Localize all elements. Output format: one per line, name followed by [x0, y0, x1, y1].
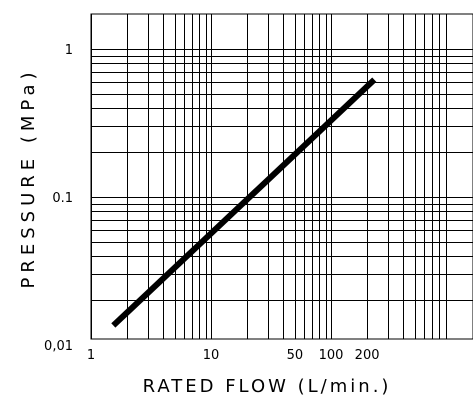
y-axis-title: PRESSURE (MPa): [18, 67, 39, 288]
x-tick-labels: 1 10 50 100 200: [87, 348, 380, 363]
y-tick-labels: 0,01 0.1 1: [44, 43, 73, 354]
y-tick-label: 0,01: [44, 339, 73, 354]
series-line-1: [111, 77, 377, 328]
grid: [91, 14, 473, 339]
x-axis-title: RATED FLOW (L/min.): [143, 376, 392, 397]
y-tick-label: 0.1: [52, 191, 73, 206]
x-tick-label: 50: [287, 348, 304, 363]
x-tick-label: 1: [87, 348, 95, 363]
series-group: [111, 77, 377, 328]
x-tick-label: 100: [319, 348, 344, 363]
x-tick-label: 10: [203, 348, 220, 363]
y-tick-label: 1: [65, 43, 73, 58]
plot-frame: [90, 13, 473, 340]
x-tick-label: 200: [355, 348, 380, 363]
